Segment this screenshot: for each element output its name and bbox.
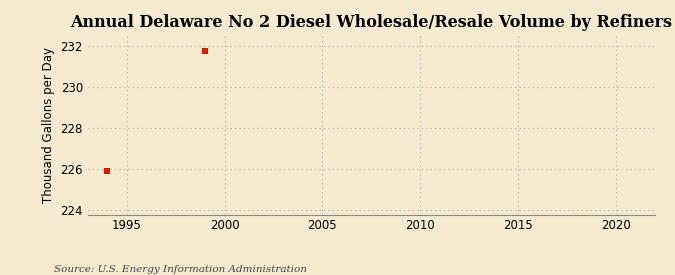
Title: Annual Delaware No 2 Diesel Wholesale/Resale Volume by Refiners: Annual Delaware No 2 Diesel Wholesale/Re… bbox=[70, 14, 672, 31]
Text: Source: U.S. Energy Information Administration: Source: U.S. Energy Information Administ… bbox=[54, 265, 307, 274]
Y-axis label: Thousand Gallons per Day: Thousand Gallons per Day bbox=[42, 47, 55, 203]
